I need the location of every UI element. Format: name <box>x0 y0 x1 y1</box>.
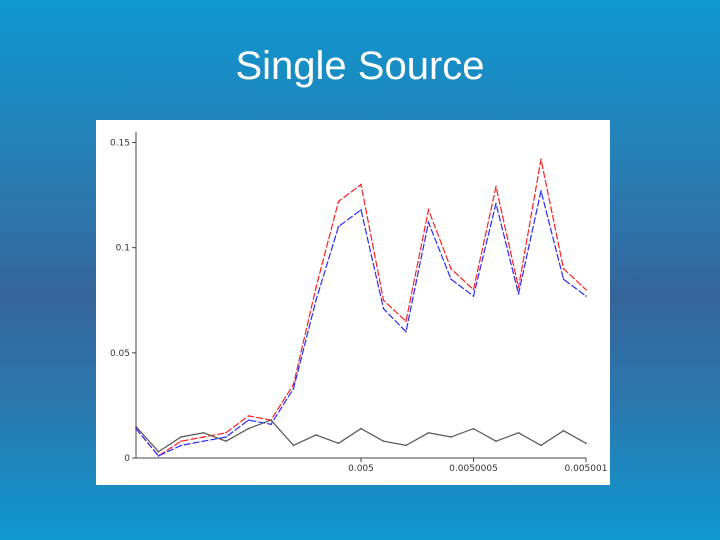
data-point <box>135 425 137 428</box>
data-point <box>225 431 227 434</box>
series-line-3 <box>135 419 587 453</box>
data-point <box>382 299 385 302</box>
data-point <box>495 185 497 188</box>
data-point <box>157 450 160 453</box>
data-point <box>495 440 497 442</box>
data-point <box>495 202 497 205</box>
data-point <box>472 288 475 291</box>
data-point <box>180 436 182 438</box>
data-point <box>427 209 430 211</box>
data-point <box>360 427 362 430</box>
slide-title: Single Source <box>235 44 485 88</box>
data-point <box>135 427 137 430</box>
data-point <box>202 440 205 442</box>
chart-panel: 0 0.05 0.1 0.15 0.005 0.0050005 0.005001 <box>96 120 610 485</box>
data-point <box>585 288 587 291</box>
data-point <box>517 286 520 289</box>
data-point <box>225 440 227 442</box>
data-point <box>337 442 340 445</box>
y-tick-label: 0 <box>124 454 130 464</box>
data-point <box>337 200 340 203</box>
data-point <box>292 387 295 390</box>
data-point <box>315 286 317 289</box>
data-point <box>360 183 362 186</box>
data-point <box>450 267 452 270</box>
data-point <box>517 431 520 434</box>
data-point <box>562 429 565 432</box>
data-point <box>405 444 407 447</box>
data-point <box>292 444 295 447</box>
data-point <box>427 431 430 434</box>
data-point <box>517 293 520 295</box>
data-point <box>585 295 587 297</box>
data-point <box>270 423 272 426</box>
data-point <box>247 419 250 421</box>
data-point <box>540 190 542 192</box>
y-tick-label: 0.05 <box>110 349 130 359</box>
data-point <box>562 267 565 270</box>
data-point <box>562 278 565 281</box>
data-point <box>202 436 205 438</box>
x-tick-label: 0.005001 <box>565 464 608 474</box>
data-point <box>315 299 317 302</box>
data-point <box>180 444 182 447</box>
data-point <box>270 419 272 421</box>
data-point <box>427 221 430 224</box>
data-point <box>540 444 542 447</box>
data-point <box>472 295 475 297</box>
data-point <box>157 455 160 457</box>
y-tick-label: 0.15 <box>110 139 130 149</box>
data-point <box>360 209 362 211</box>
data-point <box>382 440 385 442</box>
series-line-2 <box>135 190 587 457</box>
data-point <box>180 440 182 442</box>
line-chart: 0 0.05 0.1 0.15 0.005 0.0050005 0.005001 <box>110 132 608 474</box>
data-point <box>315 434 317 436</box>
data-point <box>405 320 407 323</box>
x-tick-label: 0.005 <box>348 464 374 474</box>
data-point <box>247 415 250 417</box>
data-point <box>540 158 542 161</box>
data-point <box>202 431 205 434</box>
data-point <box>225 436 227 438</box>
data-point <box>450 436 452 438</box>
data-point <box>585 442 587 445</box>
series-line-1 <box>135 159 587 457</box>
data-point <box>247 427 250 430</box>
data-point <box>405 331 407 333</box>
data-point <box>382 307 385 310</box>
y-tick-label: 0.1 <box>116 244 130 254</box>
x-tick-label: 0.0050005 <box>449 464 498 474</box>
data-point <box>337 225 340 228</box>
data-point <box>450 278 452 281</box>
data-point <box>472 427 475 430</box>
